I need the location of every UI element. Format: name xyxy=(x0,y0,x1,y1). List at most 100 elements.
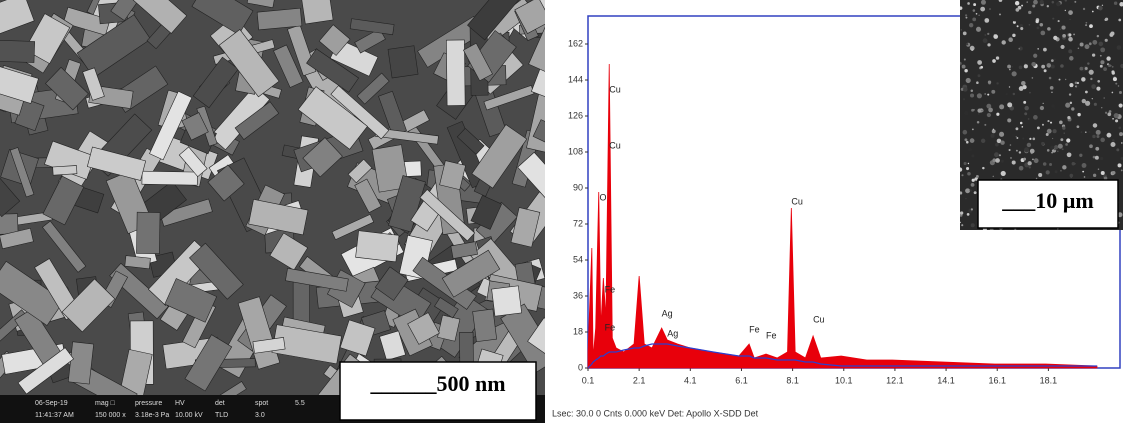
speck xyxy=(980,7,985,12)
speck xyxy=(1027,143,1031,147)
speck xyxy=(1060,45,1064,49)
speck xyxy=(1019,66,1023,70)
speck xyxy=(1032,138,1035,141)
speck xyxy=(973,3,976,6)
speck xyxy=(1041,142,1044,145)
speck xyxy=(1096,87,1100,91)
speck xyxy=(1073,33,1075,35)
speck xyxy=(1029,24,1031,26)
speck xyxy=(1077,125,1080,128)
speck xyxy=(1112,118,1114,120)
speck xyxy=(999,154,1001,156)
speck xyxy=(1097,80,1100,83)
speck xyxy=(1030,149,1035,154)
speck xyxy=(1051,65,1055,69)
speck xyxy=(972,128,974,130)
speck xyxy=(1112,92,1114,94)
speck xyxy=(972,179,975,182)
speck xyxy=(1041,65,1045,69)
speck xyxy=(1024,64,1028,68)
speck xyxy=(1047,149,1050,152)
speck xyxy=(963,98,965,100)
speck xyxy=(987,43,990,46)
speck xyxy=(961,174,963,176)
speck xyxy=(1047,5,1049,7)
speck xyxy=(1026,1,1027,2)
speck xyxy=(971,223,975,227)
speck xyxy=(1091,84,1096,89)
speck xyxy=(1092,54,1095,57)
flake xyxy=(0,40,35,63)
speck xyxy=(1047,129,1052,134)
speck xyxy=(966,17,968,19)
speck xyxy=(1016,136,1018,138)
speck xyxy=(961,29,962,30)
speck xyxy=(1050,146,1054,150)
speck xyxy=(1059,121,1063,125)
x-tick-label: 4.1 xyxy=(684,375,697,385)
speck xyxy=(1084,176,1086,178)
speck xyxy=(984,34,986,36)
flake xyxy=(68,342,93,384)
speck xyxy=(1094,103,1097,106)
speck xyxy=(1069,83,1073,87)
speck xyxy=(1074,1,1076,3)
speck xyxy=(974,191,977,194)
speck xyxy=(1013,18,1016,21)
speck xyxy=(972,155,975,158)
speck xyxy=(971,183,975,187)
speck xyxy=(964,59,966,61)
speck xyxy=(1086,22,1088,24)
speck xyxy=(971,208,973,210)
speck xyxy=(964,69,967,72)
speck xyxy=(1085,67,1088,70)
speck xyxy=(964,162,967,165)
speck xyxy=(1036,178,1037,179)
speck xyxy=(1019,151,1021,153)
speck xyxy=(991,134,995,138)
speck xyxy=(1021,5,1023,7)
speck xyxy=(986,15,988,17)
speck xyxy=(1067,152,1072,157)
speck xyxy=(1100,55,1102,57)
speck xyxy=(1043,162,1047,166)
x-tick-label: 6.1 xyxy=(735,375,748,385)
speck xyxy=(959,6,963,10)
speck xyxy=(1024,112,1027,115)
speck xyxy=(1028,161,1032,165)
peak-label: Ag xyxy=(667,328,678,338)
speck xyxy=(1054,145,1058,149)
speck xyxy=(1007,65,1011,69)
speck xyxy=(1064,132,1065,133)
speck xyxy=(1051,59,1054,62)
speck xyxy=(1038,173,1042,177)
speck xyxy=(1020,122,1023,125)
speck xyxy=(968,163,969,164)
speck xyxy=(1032,77,1034,79)
speck xyxy=(1114,113,1119,118)
flake xyxy=(53,165,77,175)
x-tick-label: 18.1 xyxy=(1040,375,1058,385)
speck xyxy=(1093,174,1096,177)
peak-label: Fe xyxy=(605,322,616,332)
speck xyxy=(1106,56,1110,60)
speck xyxy=(1079,67,1083,71)
speck xyxy=(1012,161,1016,165)
speck xyxy=(1114,1,1117,4)
speck xyxy=(1031,62,1036,67)
speck xyxy=(965,14,967,16)
speck xyxy=(1089,144,1093,148)
speck xyxy=(1119,103,1123,107)
y-tick-label: 90 xyxy=(573,182,583,192)
speck xyxy=(1067,116,1070,119)
speck xyxy=(993,34,998,39)
speck xyxy=(1012,34,1015,37)
speck xyxy=(1054,59,1056,61)
info-text: det xyxy=(215,400,225,407)
speck xyxy=(1013,93,1015,95)
speck xyxy=(1103,67,1107,71)
speck xyxy=(1020,27,1023,30)
speck xyxy=(1040,106,1044,110)
speck xyxy=(1043,103,1044,104)
speck xyxy=(1058,144,1063,149)
